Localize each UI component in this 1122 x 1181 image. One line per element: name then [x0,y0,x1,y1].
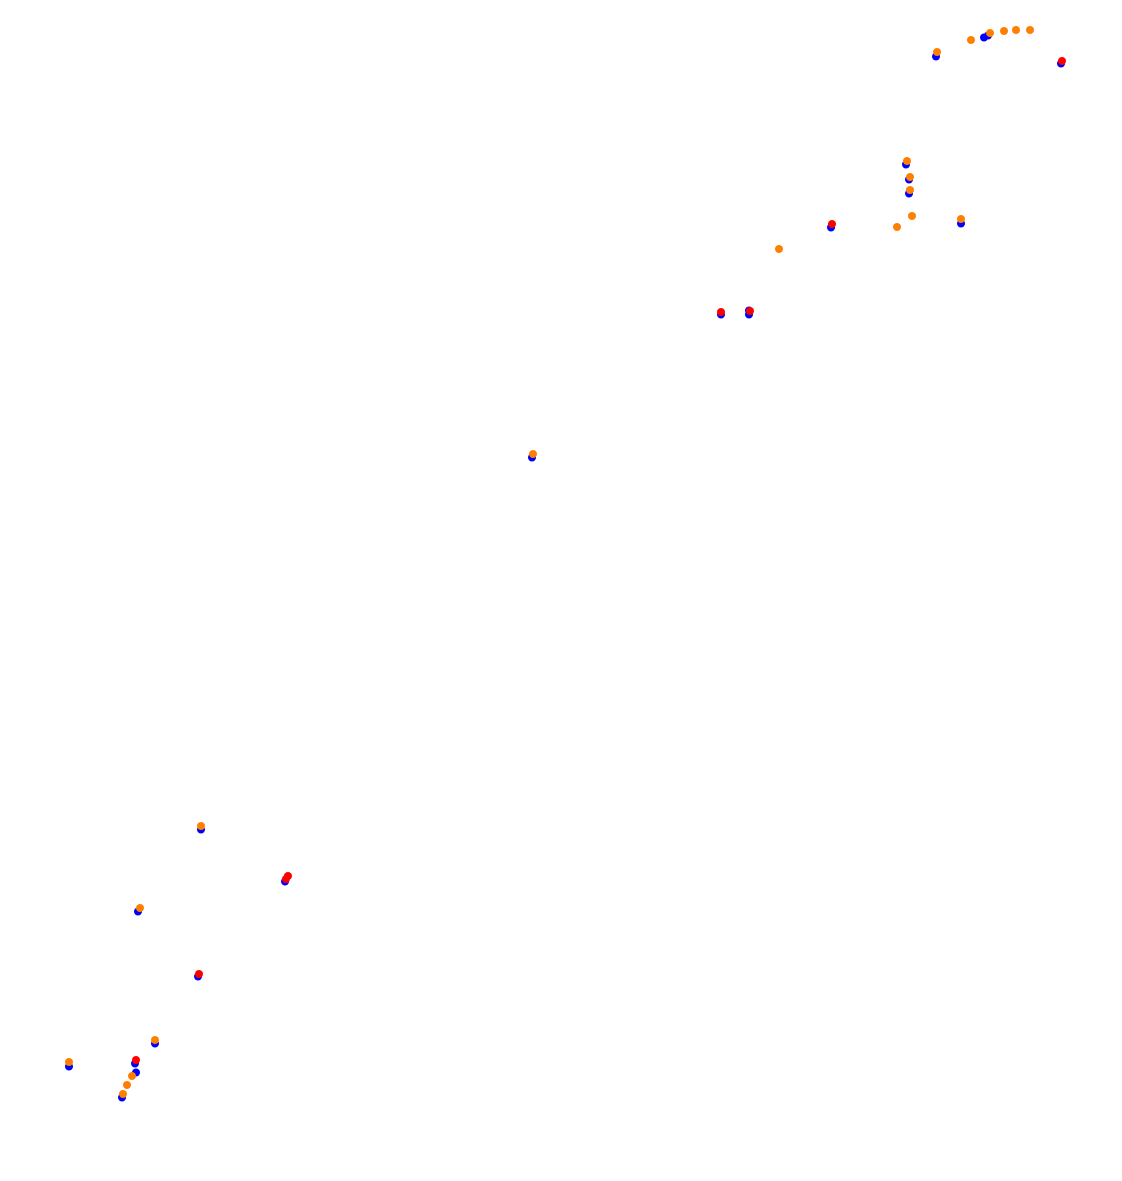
series-2-point-9 [908,212,916,220]
series-2-point-10 [893,223,901,231]
series-2-point-12 [775,245,783,253]
series-2-point-19 [123,1081,131,1089]
series-1-point-5 [282,875,290,883]
series-2-point-1 [967,36,975,44]
series-2 [65,26,1034,1098]
series-2-point-7 [906,173,914,181]
series-1-point-3 [717,308,725,316]
series-1 [132,57,1066,1064]
series-2-point-5 [1026,26,1034,34]
series-layer [65,26,1066,1102]
series-2-point-3 [1000,27,1008,35]
series-2-point-13 [529,450,537,458]
series-2-point-20 [119,1090,127,1098]
series-2-point-15 [136,904,144,912]
series-2-point-14 [197,822,205,830]
series-2-point-0 [933,48,941,56]
series-2-point-18 [128,1072,136,1080]
series-2-point-17 [65,1058,73,1066]
series-1-point-1 [828,220,836,228]
series-2-point-6 [903,157,911,165]
series-1-point-2 [746,307,754,315]
series-2-point-16 [151,1036,159,1044]
series-2-point-2 [986,29,994,37]
series-1-point-7 [132,1056,140,1064]
series-2-point-8 [906,186,914,194]
series-2-point-4 [1012,26,1020,34]
series-1-point-6 [195,970,203,978]
series-2-point-11 [957,215,965,223]
series-1-point-0 [1058,57,1066,65]
